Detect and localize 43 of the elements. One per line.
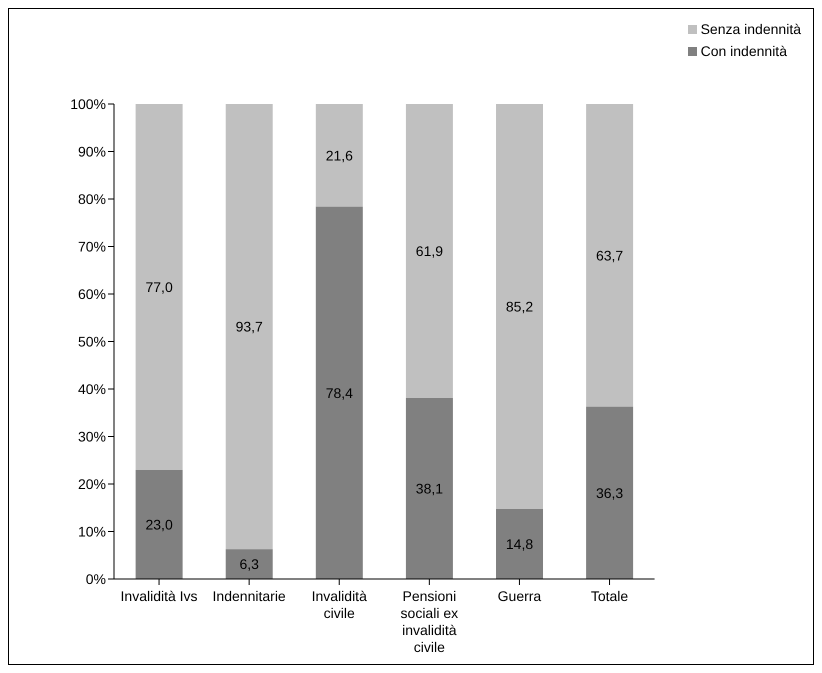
y-tick-label: 90% <box>78 143 106 160</box>
data-label: 85,2 <box>506 298 534 314</box>
bar <box>226 104 273 550</box>
bar <box>496 104 544 509</box>
data-label: 38,1 <box>416 480 444 496</box>
data-label: 93,7 <box>236 318 264 335</box>
data-label: 61,9 <box>416 242 444 259</box>
y-tick-label: 70% <box>78 238 106 254</box>
bar <box>316 206 363 579</box>
y-tick-label: 10% <box>78 523 106 540</box>
y-tick-label: 40% <box>78 380 106 397</box>
bar <box>226 549 273 579</box>
y-tick-label: 60% <box>78 286 106 302</box>
x-tick-label: Invalidità civile <box>312 588 368 621</box>
x-tick-label: Pensioni sociali ex invalidità civile <box>400 588 458 655</box>
x-tick-label: Totale <box>590 588 628 604</box>
data-label: 78,4 <box>326 384 354 401</box>
data-label: 77,0 <box>146 278 173 295</box>
x-tick-label: Invalidità Ivs <box>120 588 198 604</box>
bar <box>406 398 453 579</box>
data-label: 6,3 <box>239 556 260 572</box>
x-tick-label: Guerra <box>498 588 542 604</box>
y-tick-label: 30% <box>78 428 106 444</box>
legend-label: Con indennità <box>700 43 787 59</box>
y-tick-label: 0% <box>86 570 106 587</box>
y-tick-label: 100% <box>70 96 106 112</box>
bar <box>136 470 183 579</box>
x-tick-label: Indennitarie <box>212 588 286 604</box>
bar <box>136 104 183 470</box>
data-label: 63,7 <box>596 247 624 264</box>
bar <box>496 508 544 579</box>
y-tick-label: 80% <box>78 190 106 207</box>
bar <box>586 104 634 407</box>
data-label: 23,0 <box>146 516 173 532</box>
legend-label: Senza indennità <box>700 21 801 37</box>
data-label: 21,6 <box>326 147 354 164</box>
bar <box>586 406 634 579</box>
y-tick-label: 20% <box>78 476 106 492</box>
data-label: 36,3 <box>596 484 624 501</box>
bar <box>406 104 453 398</box>
y-tick-label: 50% <box>78 333 106 350</box>
data-label: 14,8 <box>506 536 534 552</box>
bar <box>316 104 363 207</box>
